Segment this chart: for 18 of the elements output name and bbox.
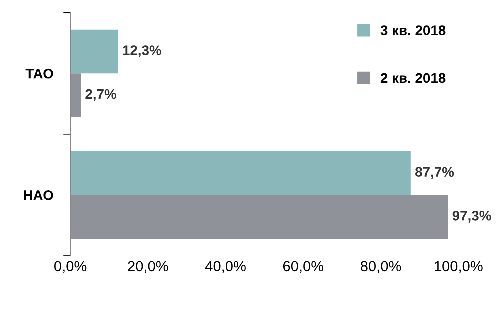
bar — [70, 30, 118, 74]
x-tick-label: 0,0% — [54, 261, 87, 274]
bar — [70, 74, 82, 118]
x-tick-label: 100,0% — [435, 261, 483, 274]
legend-label: 2 кв. 2018 — [380, 73, 446, 84]
data-label: 97,3% — [452, 210, 492, 223]
data-label: 87,7% — [416, 167, 454, 180]
bar — [70, 195, 448, 239]
data-label: 2,7% — [86, 89, 116, 102]
y-tick-label: НАО — [24, 190, 54, 200]
x-tick-label: 20,0% — [128, 261, 168, 274]
x-tick-label: 40,0% — [205, 261, 246, 274]
bar — [70, 151, 411, 196]
x-tick-label: 80,0% — [360, 261, 402, 274]
x-tick-label: 60,0% — [283, 261, 324, 274]
legend-label: 3 кв. 2018 — [380, 26, 446, 36]
data-label: 12,3% — [123, 46, 162, 58]
y-tick-label: ТАО — [26, 68, 54, 79]
